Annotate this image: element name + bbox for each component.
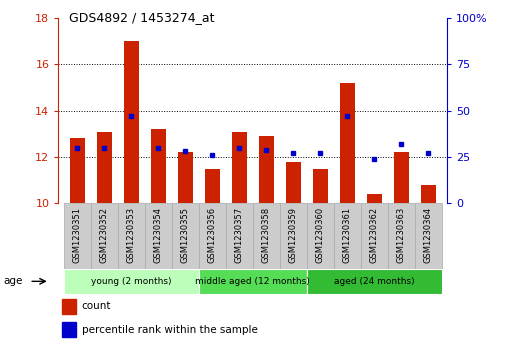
Bar <box>62 322 76 338</box>
Bar <box>118 203 145 269</box>
Bar <box>199 269 307 294</box>
Bar <box>361 203 388 269</box>
Text: percentile rank within the sample: percentile rank within the sample <box>82 325 258 335</box>
Bar <box>97 131 112 203</box>
Text: young (2 months): young (2 months) <box>91 277 172 286</box>
Bar <box>421 185 435 203</box>
Bar <box>64 269 199 294</box>
Bar <box>205 168 219 203</box>
Text: GSM1230359: GSM1230359 <box>289 207 298 262</box>
Bar <box>199 203 226 269</box>
Bar <box>286 162 301 203</box>
Bar <box>172 203 199 269</box>
Bar <box>70 138 85 203</box>
Text: GSM1230360: GSM1230360 <box>315 207 325 263</box>
Bar <box>307 269 441 294</box>
Bar <box>313 168 328 203</box>
Bar <box>253 203 280 269</box>
Bar <box>307 203 334 269</box>
Text: GSM1230361: GSM1230361 <box>343 207 352 263</box>
Text: GSM1230357: GSM1230357 <box>235 207 244 263</box>
Bar <box>415 203 441 269</box>
Text: aged (24 months): aged (24 months) <box>334 277 415 286</box>
Text: GSM1230353: GSM1230353 <box>127 207 136 263</box>
Bar <box>232 131 247 203</box>
Text: GSM1230352: GSM1230352 <box>100 207 109 262</box>
Bar <box>367 194 382 203</box>
Text: GSM1230351: GSM1230351 <box>73 207 82 262</box>
Bar <box>178 152 193 203</box>
Bar <box>259 136 274 203</box>
Text: age: age <box>3 276 22 286</box>
Text: GSM1230363: GSM1230363 <box>397 207 406 263</box>
Bar <box>145 203 172 269</box>
Bar <box>226 203 253 269</box>
Bar <box>280 203 307 269</box>
Text: GDS4892 / 1453274_at: GDS4892 / 1453274_at <box>69 11 214 24</box>
Bar <box>151 129 166 203</box>
Bar <box>388 203 415 269</box>
Text: GSM1230354: GSM1230354 <box>154 207 163 262</box>
Text: count: count <box>82 301 111 311</box>
Text: GSM1230356: GSM1230356 <box>208 207 217 263</box>
Bar <box>124 41 139 203</box>
Bar <box>64 203 91 269</box>
Bar <box>91 203 118 269</box>
Bar <box>334 203 361 269</box>
Text: GSM1230364: GSM1230364 <box>424 207 433 263</box>
Text: GSM1230358: GSM1230358 <box>262 207 271 263</box>
Text: GSM1230355: GSM1230355 <box>181 207 190 262</box>
Bar <box>340 83 355 203</box>
Text: GSM1230362: GSM1230362 <box>370 207 378 263</box>
Text: middle aged (12 months): middle aged (12 months) <box>196 277 310 286</box>
Bar <box>62 299 76 314</box>
Bar <box>394 152 408 203</box>
